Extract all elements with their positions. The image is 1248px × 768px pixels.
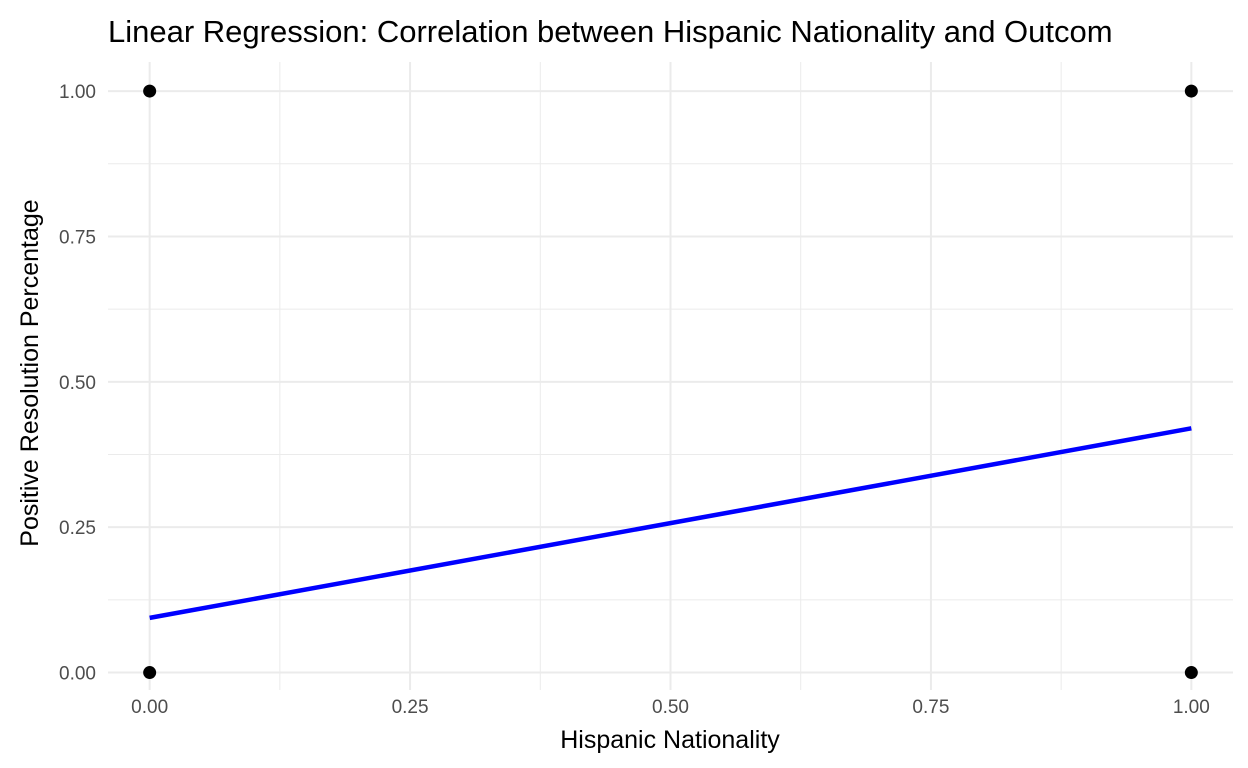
x-axis-label: Hispanic Nationality [560, 726, 780, 754]
y-tick-label: 0.50 [59, 373, 96, 394]
y-axis-label: Positive Resolution Percentage [16, 199, 44, 546]
x-tick-label: 0.25 [392, 697, 429, 718]
x-tick-label: 1.00 [1173, 697, 1210, 718]
regression-line [149, 426, 1192, 621]
data-point [143, 84, 157, 98]
x-tick-label: 0.75 [912, 697, 949, 718]
x-tick-labels: 0.00 0.25 0.50 0.75 1.00 [131, 697, 1210, 718]
x-tick-label: 0.00 [131, 697, 168, 718]
data-point [1184, 84, 1198, 98]
y-tick-label: 0.25 [59, 518, 96, 539]
x-tick-label: 0.50 [652, 697, 689, 718]
data-series [143, 84, 1198, 680]
y-tick-label: 1.00 [59, 82, 96, 103]
data-point [143, 666, 157, 680]
data-point [1184, 666, 1198, 680]
y-tick-label: 0.75 [59, 227, 96, 248]
y-tick-label: 0.00 [59, 664, 96, 685]
y-tick-labels: 0.00 0.25 0.50 0.75 1.00 [59, 82, 96, 684]
grid [108, 62, 1233, 690]
chart-title: Linear Regression: Correlation between H… [108, 14, 1113, 49]
